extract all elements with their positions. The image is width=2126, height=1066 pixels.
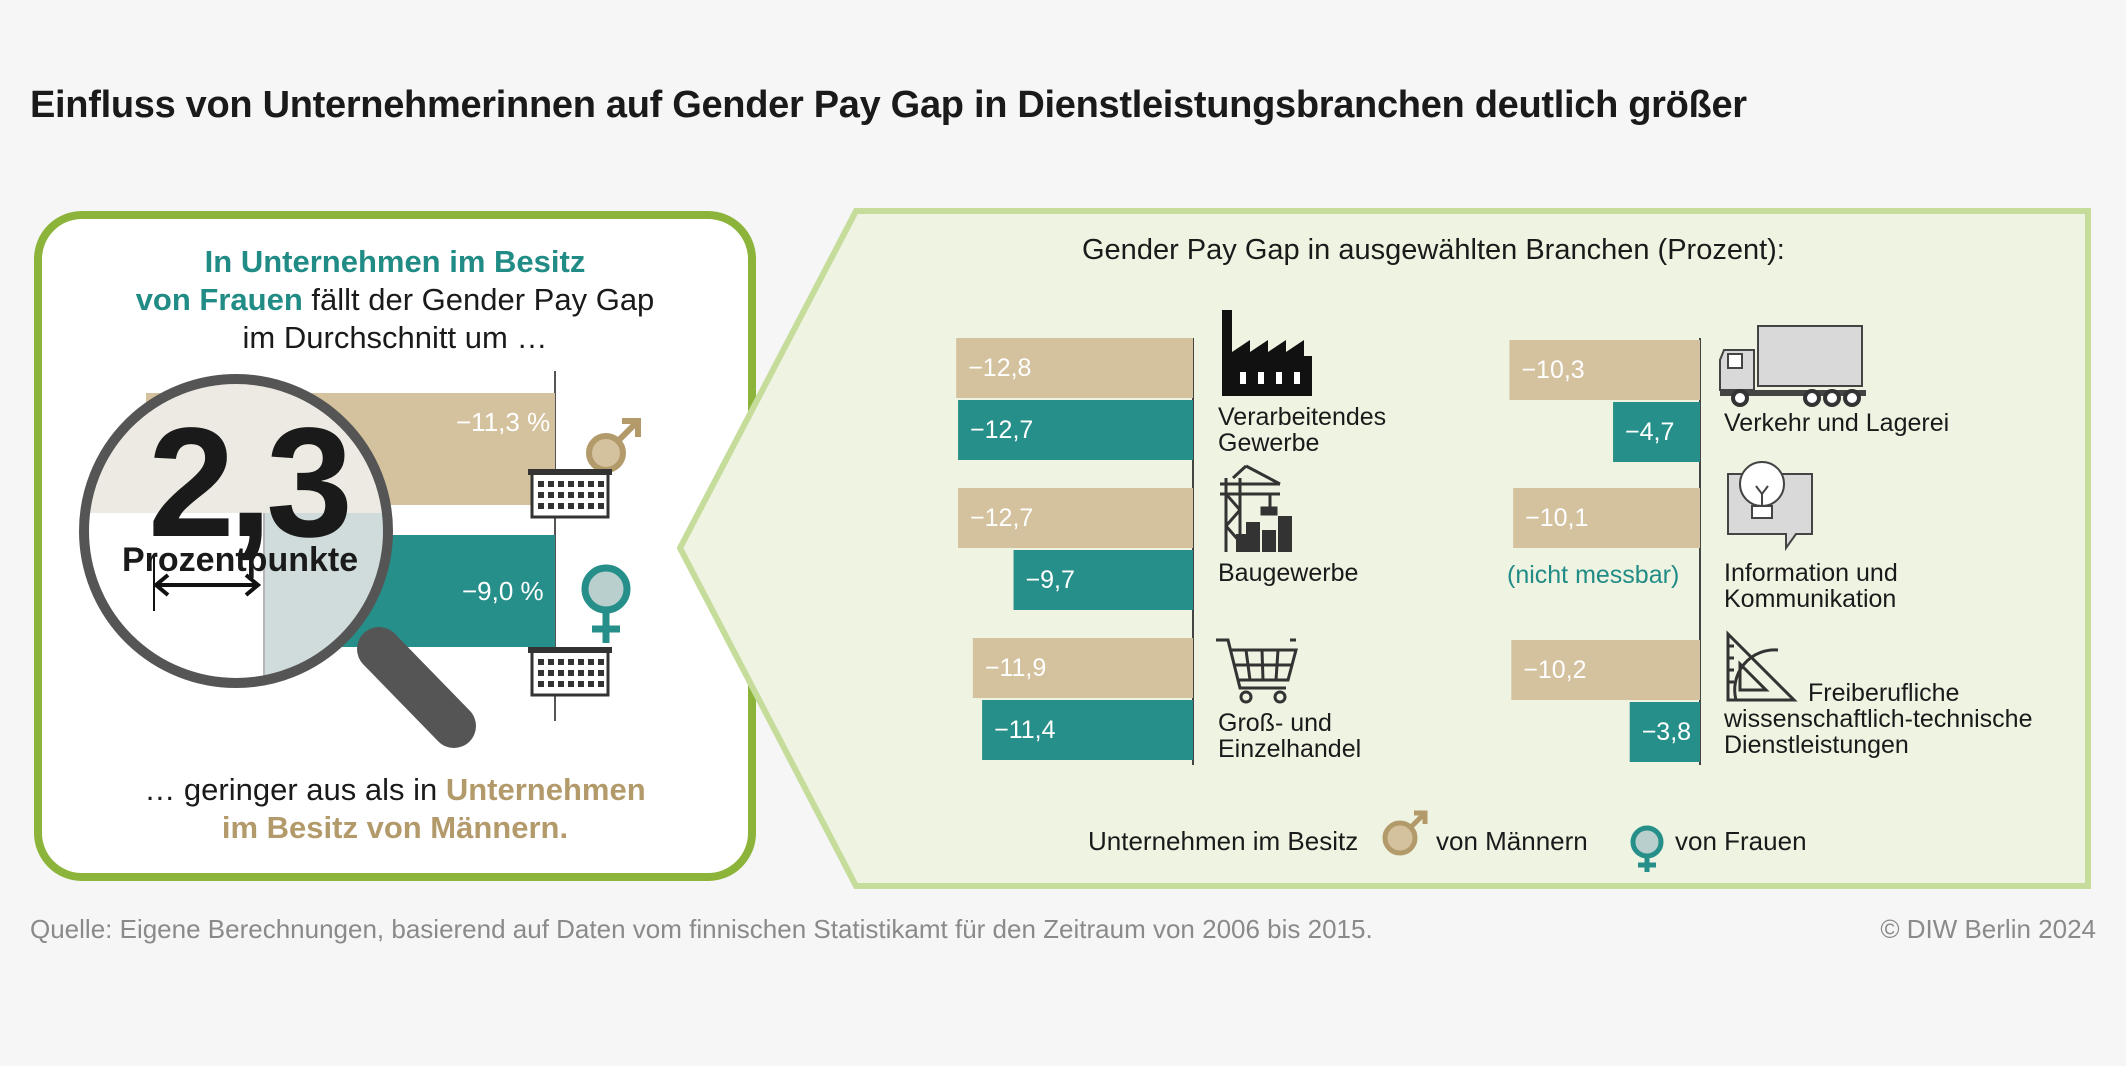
branch-label-1: Baugewerbe — [1218, 560, 1358, 586]
branch-label-line: Verkehr und Lagerei — [1724, 409, 1950, 437]
legend-prefix: Unternehmen im Besitz — [1088, 826, 1359, 856]
bar-male-5 — [1511, 640, 1700, 700]
not-measurable-label: (nicht messbar) — [1507, 561, 1680, 589]
outro-highlight-2: im Besitz von Männern. — [221, 810, 569, 845]
branch-label-5: Freiberufliche wissenschaftlich-technisch… — [1724, 680, 2032, 758]
bar-label-male-3: −10,3 — [1521, 356, 1585, 384]
bar-label-male-2: −11,9 — [984, 654, 1047, 682]
branch-label-0: Verarbeitendes Gewerbe — [1218, 404, 1386, 456]
intro-line-3: im Durchschnitt um … — [242, 320, 548, 355]
intro-highlight: In Unternehmen im Besitz — [204, 244, 586, 279]
legend-female: von Frauen — [1675, 826, 1807, 856]
branch-label-line: Gewerbe — [1218, 429, 1320, 457]
unit-label: Prozentpunkte — [122, 541, 359, 579]
bar-female-1 — [1013, 550, 1193, 610]
bar-label-male-4: −10,1 — [1525, 504, 1589, 532]
intro-highlight-2: von Frauen — [135, 282, 303, 317]
bar-label-male-5: −10,2 — [1523, 656, 1587, 684]
branch-label-line: Kommunikation — [1724, 585, 1897, 613]
bar-female-5 — [1629, 702, 1700, 762]
page-title: Einfluss von Unternehmerinnen auf Gender… — [30, 84, 1747, 126]
building-blocks-icon — [1236, 516, 1292, 552]
branch-label-line: Einzelhandel — [1218, 735, 1362, 763]
bar-male-0 — [956, 338, 1193, 398]
copyright: © DIW Berlin 2024 — [1880, 914, 2096, 944]
bar-male-3 — [1509, 340, 1700, 400]
big-number: 2,3 — [148, 396, 353, 570]
female-symbol-icon — [581, 564, 631, 643]
bar-label-female-3: −4,7 — [1625, 418, 1675, 446]
office-building-icon — [528, 469, 612, 519]
male-average-label: −11,3 % — [456, 407, 551, 437]
branch-label-line: Freiberufliche — [1808, 679, 1960, 707]
outro-plain: … geringer aus als in — [144, 772, 446, 807]
branch-label-line: Information und — [1724, 559, 1898, 587]
lightbulb-screen-icon — [1727, 461, 1813, 552]
set-square-icon — [1726, 630, 1798, 702]
summary-outro: … geringer aus als in Unternehmen im Bes… — [42, 771, 748, 847]
magnifier-icon — [79, 374, 476, 748]
bar-female-3 — [1613, 402, 1700, 462]
female-average-label: −9,0 % — [462, 576, 544, 606]
branch-label-2: Groß- und Einzelhandel — [1218, 710, 1361, 762]
bar-label-male-1: −12,7 — [970, 504, 1034, 532]
legend-male-icon — [1382, 810, 1428, 856]
summary-graphic — [79, 371, 641, 748]
factory-icon — [1220, 310, 1312, 396]
chart-heading: Gender Pay Gap in ausgewählten Branchen … — [1082, 234, 1785, 266]
branch-label-line: wissenschaftlich-technische — [1724, 705, 2033, 733]
male-symbol-icon — [586, 418, 641, 473]
office-building-icon-2 — [528, 647, 612, 697]
summary-intro: In Unternehmen im Besitz von Frauen fäll… — [42, 243, 748, 357]
source-note: Quelle: Eigene Berechnungen, basierend a… — [30, 914, 1373, 944]
shopping-cart-icon — [1216, 638, 1298, 704]
truck-icon — [1719, 325, 1866, 407]
bar-label-female-2: −11,4 — [994, 716, 1056, 744]
branch-label-3: Verkehr und Lagerei — [1724, 410, 1949, 436]
branch-label-line: Baugewerbe — [1218, 559, 1359, 587]
branch-label-line: Verarbeitendes — [1218, 403, 1387, 431]
bar-label-female-0: −12,7 — [970, 416, 1034, 444]
branch-label-line: Groß- und — [1218, 709, 1332, 737]
branch-label-line: Dienstleistungen — [1724, 731, 1909, 759]
outro-highlight: Unternehmen — [445, 772, 646, 807]
intro-rest: fällt der Gender Pay Gap — [302, 282, 655, 317]
bar-male-1 — [958, 488, 1193, 548]
bar-male-4 — [1513, 488, 1700, 548]
bar-female-2 — [982, 700, 1193, 760]
legend-female-icon — [1630, 825, 1664, 872]
bar-female-0 — [958, 400, 1193, 460]
bar-male-2 — [972, 638, 1193, 698]
branch-label-4: Information und Kommunikation — [1724, 560, 1898, 612]
bar-label-male-0: −12,8 — [968, 354, 1032, 382]
bar-label-female-1: −9,7 — [1025, 566, 1075, 594]
summary-card: In Unternehmen im Besitz von Frauen fäll… — [34, 211, 756, 881]
legend-male: von Männern — [1436, 826, 1588, 856]
bar-label-female-5: −3,8 — [1641, 718, 1692, 746]
